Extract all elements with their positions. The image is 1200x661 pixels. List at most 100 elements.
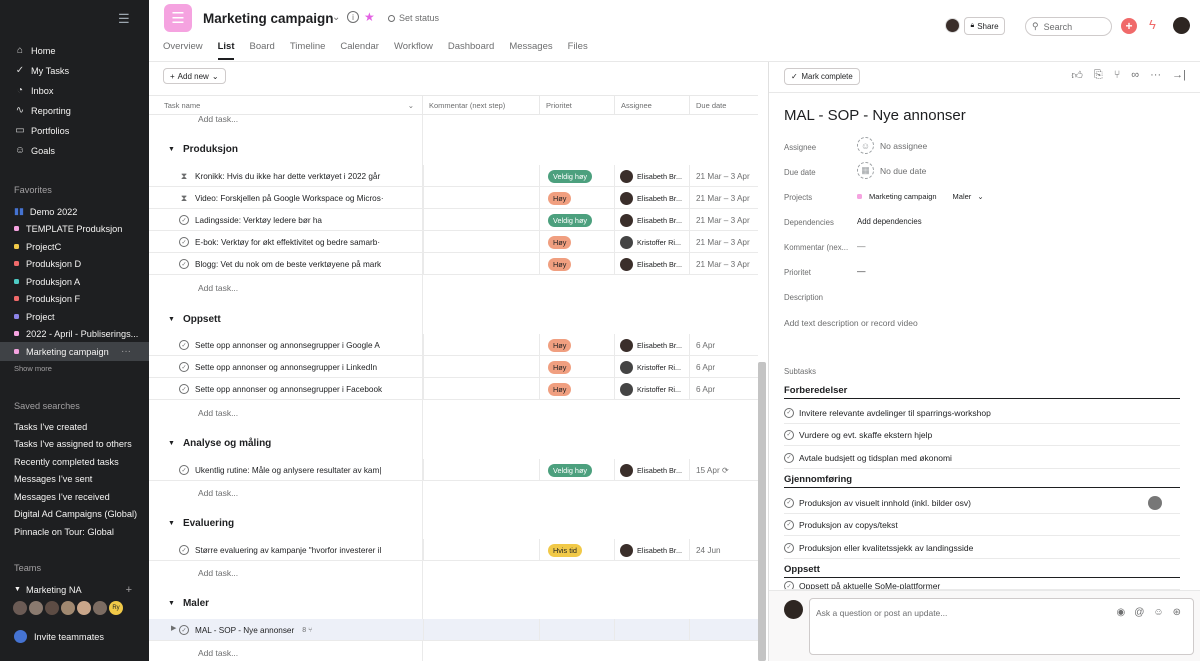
task-title[interactable]: MAL - SOP - Nye annonser (784, 107, 966, 124)
table-row[interactable]: ✓ E-bok: Verktøy for økt effektivitet og … (149, 231, 758, 253)
due-date[interactable]: 21 Mar – 3 Apr (696, 171, 750, 181)
table-row[interactable]: ✓ Ladingsside: Verktøy ledere bør ha Veld… (149, 209, 758, 231)
subtask-item[interactable]: ✓ Produksjon av copys/tekst (784, 514, 1180, 536)
column-kommentar[interactable]: Kommentar (next step) (423, 95, 540, 115)
saved-search-item[interactable]: Digital Ad Campaigns (Global) (14, 508, 138, 519)
due-date[interactable]: 15 Apr ⟳ (696, 466, 729, 475)
subtask-item[interactable]: ✓ Produksjon av visuelt innhold (inkl. bi… (784, 492, 1180, 514)
section-evaluering[interactable]: ▼ Evaluering (168, 518, 235, 529)
chevron-down-icon[interactable]: ⌄ (977, 192, 984, 201)
caret-down-icon[interactable]: ▼ (168, 600, 175, 607)
section-oppsett[interactable]: ▼ Oppsett (168, 314, 221, 325)
due-date[interactable]: 6 Apr (696, 384, 716, 394)
task-name[interactable]: Video: Forskjellen på Google Workspace o… (195, 193, 384, 203)
favorite-produksjon-f[interactable]: Produksjon F (0, 289, 149, 308)
mark-complete-button[interactable]: ✓ Mark complete (784, 68, 860, 85)
set-status-button[interactable]: Set status (388, 13, 439, 23)
tab-list[interactable]: List (217, 41, 235, 60)
avatar[interactable] (61, 601, 75, 615)
favorite-projectc[interactable]: ProjectC (0, 237, 149, 256)
saved-search-item[interactable]: Pinnacle on Tour: Global (14, 526, 114, 537)
subtask-item[interactable]: ✓ Oppsett på aktuelle SoMe-plattformer (784, 581, 1180, 590)
favorite-produksjon-d[interactable]: Produksjon D (0, 254, 149, 273)
column-task-name[interactable]: Task name ⌄ (149, 95, 423, 115)
project-section-select[interactable]: Maler (952, 192, 972, 201)
comment-cell[interactable] (423, 539, 540, 561)
check-circle-icon[interactable]: ✓ (784, 519, 794, 530)
sidebar-item-reporting[interactable]: ∿ Reporting (15, 105, 71, 116)
sidebar-item-inbox[interactable]: ◔ Inbox (0, 81, 149, 100)
favorite-produksjon-a[interactable]: Produksjon A (0, 272, 149, 291)
column-prioritet[interactable]: Prioritet (540, 95, 615, 115)
avatar[interactable]: Ry (109, 601, 123, 615)
add-task-link[interactable]: Add task... (198, 114, 239, 124)
tab-overview[interactable]: Overview (163, 41, 203, 52)
invite-teammates-button[interactable]: Invite teammates (0, 627, 149, 646)
task-name[interactable]: Blogg: Vet du nok om de beste verktøyene… (195, 259, 382, 269)
section-produksjon[interactable]: ▼ Produksjon (168, 144, 238, 155)
mention-icon[interactable]: @ (1134, 607, 1145, 618)
attachment-icon[interactable]: ⎘ (1093, 69, 1103, 81)
sidebar-item-my-tasks[interactable]: ✓ My Tasks (15, 65, 70, 76)
table-row[interactable]: ✓ Sette opp annonser og annonsegrupper i … (149, 334, 758, 356)
check-circle-icon[interactable]: ✓ (179, 362, 189, 372)
search-input[interactable]: ⚲ Search (1025, 17, 1112, 36)
add-task-link[interactable]: Add task... (198, 488, 239, 498)
emoji-icon[interactable]: ☺ (1153, 607, 1164, 618)
favorite-template-produksjon[interactable]: TEMPLATE Produksjon (0, 219, 149, 238)
due-date[interactable]: 21 Mar – 3 Apr (696, 259, 750, 269)
link-icon[interactable]: ∞ (1131, 69, 1140, 81)
check-circle-icon[interactable]: ✓ (784, 429, 794, 440)
due-date[interactable]: 21 Mar – 3 Apr (696, 237, 750, 247)
add-team-member-icon[interactable]: + (125, 583, 132, 596)
project-list-icon[interactable]: ☰ (164, 4, 192, 32)
chevron-down-icon[interactable]: ⌄ (407, 100, 414, 110)
check-circle-icon[interactable]: ✓ (784, 581, 794, 589)
saved-search-item[interactable]: Tasks I've assigned to others (14, 438, 132, 449)
table-row[interactable]: ✓ Ukentlig rutine: Måle og anlysere resul… (149, 459, 758, 481)
add-task-link[interactable]: Add task... (198, 283, 239, 293)
comment-cell[interactable] (423, 619, 540, 641)
table-row[interactable]: ✓ Sette opp annonser og annonsegrupper i … (149, 356, 758, 378)
table-row-selected[interactable]: ▶ ✓ MAL - SOP - Nye annonser 8 ⑂ (149, 619, 758, 641)
task-name[interactable]: Større evaluering av kampanje "hvorfor i… (195, 545, 382, 555)
table-row[interactable]: ⧗ Kronikk: Hvis du ikke har dette verktøy… (149, 165, 758, 187)
check-circle-icon[interactable]: ✓ (784, 407, 794, 418)
task-name[interactable]: Sette opp annonser og annonsegrupper i L… (195, 362, 378, 372)
task-name[interactable]: MAL - SOP - Nye annonser (195, 625, 295, 635)
subtask-section-header[interactable]: Oppsett (784, 564, 1180, 578)
hourglass-icon[interactable]: ⧗ (180, 192, 188, 203)
add-task-link[interactable]: Add task... (198, 568, 239, 578)
check-circle-icon[interactable]: ✓ (179, 215, 189, 225)
check-circle-icon[interactable]: ✓ (784, 542, 794, 553)
caret-down-icon[interactable]: ▼ (168, 440, 175, 447)
check-circle-icon[interactable]: ✓ (179, 545, 189, 555)
tab-timeline[interactable]: Timeline (289, 41, 326, 52)
saved-search-item[interactable]: Messages I've received (14, 491, 110, 502)
saved-search-item[interactable]: Tasks I've created (14, 421, 88, 432)
due-date[interactable]: 21 Mar – 3 Apr (696, 193, 750, 203)
comment-cell[interactable] (423, 209, 540, 231)
subtask-item[interactable]: ✓ Invitere relevante avdelinger til sparr… (784, 402, 1180, 424)
subtask-section-header[interactable]: Gjennomføring (784, 474, 1180, 488)
kommentar-field[interactable]: — (857, 241, 866, 251)
upgrade-icon[interactable]: ϟ (1149, 17, 1156, 32)
avatar[interactable] (13, 601, 27, 615)
assignee-cell[interactable] (615, 619, 690, 641)
caret-down-icon[interactable]: ▼ (168, 520, 175, 527)
tab-workflow[interactable]: Workflow (393, 41, 433, 52)
add-new-button[interactable]: + Add new ⌄ (163, 68, 226, 84)
favorite-demo-2022[interactable]: ▮▮ Demo 2022 (14, 206, 78, 217)
due-date[interactable]: 21 Mar – 3 Apr (696, 215, 750, 225)
subtask-item[interactable]: ✓ Produksjon eller kvalitetssjekk av land… (784, 537, 1180, 559)
section-maler[interactable]: ▼ Maler (168, 598, 210, 609)
sidebar-item-home[interactable]: ⌂ Home (0, 41, 149, 60)
favorite-marketing-campaign[interactable]: Marketing campaign ··· (0, 342, 149, 361)
sidebar-item-portfolios[interactable]: ▭ Portfolios (15, 125, 70, 136)
list-scrollbar[interactable] (758, 362, 766, 661)
close-panel-icon[interactable]: →| (1172, 69, 1186, 81)
comment-cell[interactable] (423, 459, 540, 481)
quick-add-button[interactable]: + (1121, 18, 1137, 34)
section-analyse-og-maling[interactable]: ▼ Analyse og måling (168, 438, 272, 449)
task-name[interactable]: Ladingsside: Verktøy ledere bør ha (195, 215, 322, 225)
